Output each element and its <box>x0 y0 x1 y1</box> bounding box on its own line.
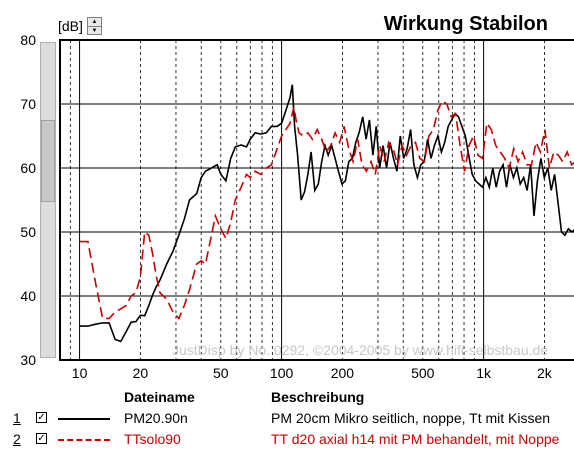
y-axis-spinner[interactable]: ▲ ▼ <box>87 17 102 35</box>
x-tick-label: 2k <box>537 365 553 381</box>
file-description: PM 20cm Mikro seitlich, noppe, Tt mit Ki… <box>271 410 551 426</box>
line-swatch <box>58 439 110 441</box>
series-group <box>79 84 574 343</box>
y-tick-label: 80 <box>20 32 36 48</box>
series-line-1 <box>79 84 574 343</box>
visibility-checkbox[interactable]: ✓ <box>36 412 47 423</box>
spin-down-icon[interactable]: ▼ <box>91 28 98 34</box>
row-number[interactable]: 1 <box>13 410 21 426</box>
y-tick-label: 60 <box>20 160 36 176</box>
unit-label: [dB] <box>58 18 83 34</box>
x-tick-label: 20 <box>133 365 149 381</box>
legend-header-file: Dateiname <box>124 389 195 405</box>
y-tick-label: 70 <box>20 96 36 112</box>
x-tick-label: 200 <box>331 365 355 381</box>
row-number[interactable]: 2 <box>13 431 21 447</box>
spin-up-icon[interactable]: ▲ <box>88 18 101 27</box>
watermark-text: JustDisp by No. 0292, ©2004-2005 by www.… <box>172 342 548 358</box>
legend-row-2[interactable]: 2 ✓ TTsolo90 TT d20 axial h14 mit PM beh… <box>0 431 574 451</box>
x-tick-label: 1k <box>476 365 492 381</box>
x-tick-label: 50 <box>213 365 229 381</box>
y-scrollbar-thumb[interactable] <box>41 120 55 202</box>
file-name: PM20.90n <box>124 410 188 426</box>
x-tick-label: 100 <box>270 365 294 381</box>
y-tick-label: 50 <box>20 224 36 240</box>
x-tick-label: 10 <box>72 365 88 381</box>
line-swatch <box>58 418 110 420</box>
file-name: TTsolo90 <box>124 431 181 447</box>
visibility-checkbox[interactable]: ✓ <box>36 433 47 444</box>
legend-header-desc: Beschreibung <box>271 389 365 405</box>
x-tick-labels: 10 20 50 100 200 500 1k 2k <box>72 365 553 381</box>
y-tick-labels: 30 40 50 60 70 80 <box>20 32 36 368</box>
legend-row-1[interactable]: 1 ✓ PM20.90n PM 20cm Mikro seitlich, nop… <box>0 410 574 430</box>
chart-title: Wirkung Stabilon <box>384 13 548 35</box>
grid <box>59 39 574 361</box>
y-tick-label: 30 <box>20 352 36 368</box>
file-description: TT d20 axial h14 mit PM behandelt, mit N… <box>271 431 560 447</box>
plot-frame <box>59 39 574 361</box>
x-tick-label: 500 <box>411 365 435 381</box>
series-line-2 <box>79 99 574 320</box>
y-tick-label: 40 <box>20 288 36 304</box>
